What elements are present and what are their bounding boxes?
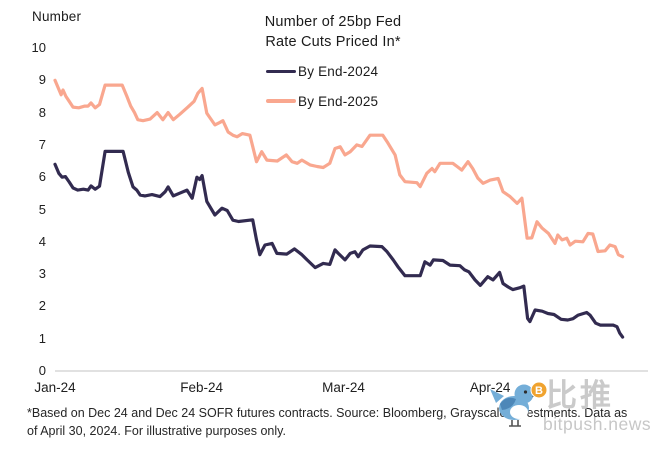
y-tick-label-6: 6 [38, 169, 46, 185]
footnote: *Based on Dec 24 and Dec 24 SOFR futures… [27, 404, 662, 440]
chart-lines [53, 78, 625, 339]
y-axis-title: Number [32, 9, 82, 24]
chart-title-line1: Number of 25bp Fed [264, 14, 402, 30]
y-tick-label-5: 5 [38, 201, 46, 217]
y-tick-label-2: 2 [38, 298, 46, 314]
chart-title: Number of 25bp Fed Rate Cuts Priced In* [228, 12, 438, 52]
x-tick-label-Feb-24: Feb-24 [180, 380, 224, 395]
footnote-line1: *Based on Dec 24 and Dec 24 SOFR futures… [27, 406, 628, 420]
y-tick-label-9: 9 [38, 72, 46, 88]
series-line-by-end-2024 [53, 149, 625, 339]
y-tick-label-8: 8 [38, 104, 46, 120]
legend-item-end-2025: By End-2025 [266, 93, 378, 110]
footnote-line2: of April 30, 2024. For illustrative purp… [27, 424, 286, 438]
chart-title-line2: Rate Cuts Priced In* [265, 34, 401, 50]
y-tick-label-1: 1 [38, 330, 46, 346]
legend-item-end-2024: By End-2024 [266, 63, 378, 80]
legend-label-end-2025: By End-2025 [298, 93, 379, 109]
x-tick-label-Jan-24: Jan-24 [34, 380, 76, 395]
x-tick-label-Mar-24: Mar-24 [322, 380, 365, 395]
series-line-by-end-2025 [53, 78, 625, 259]
y-tick-label-10: 10 [31, 40, 46, 55]
y-tick-label-4: 4 [38, 233, 46, 249]
y-tick-label-7: 7 [38, 136, 46, 152]
legend-swatch-end-2024 [266, 69, 296, 74]
legend-swatch-end-2025 [266, 99, 296, 103]
y-tick-label-0: 0 [38, 363, 46, 378]
legend-label-end-2024: By End-2024 [298, 64, 379, 79]
y-tick-label-3: 3 [38, 266, 46, 282]
